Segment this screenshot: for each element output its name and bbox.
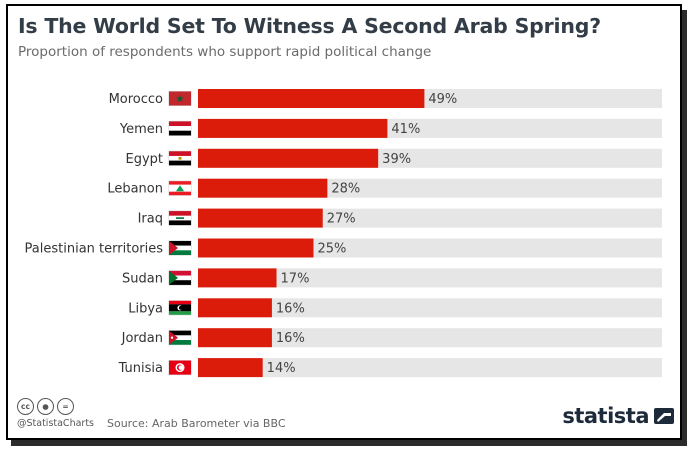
bar bbox=[198, 268, 277, 288]
category-label: Lebanon bbox=[107, 182, 163, 197]
jordan-flag-icon bbox=[168, 330, 192, 346]
flag-emblem bbox=[178, 156, 182, 160]
bar-row: Iraq 27% bbox=[138, 208, 662, 228]
flag-stripe bbox=[169, 275, 191, 281]
iraq-flag-icon bbox=[168, 210, 192, 226]
statista-handle[interactable]: @StatistaCharts bbox=[17, 418, 94, 429]
flag-stripe bbox=[169, 300, 191, 305]
value-label: 39% bbox=[382, 152, 411, 167]
flag-stripe bbox=[169, 181, 191, 185]
bar-row: Tunisia 14% bbox=[118, 358, 662, 378]
bar bbox=[198, 208, 323, 228]
flag-stripe bbox=[169, 311, 191, 315]
statista-logo[interactable]: statista bbox=[562, 404, 674, 428]
egypt-flag-icon bbox=[168, 150, 192, 166]
bar bbox=[198, 358, 263, 378]
bar-row: Yemen 41% bbox=[119, 118, 662, 138]
flag-field bbox=[169, 91, 191, 106]
statista-logo-icon bbox=[654, 408, 674, 424]
flag-stripe bbox=[169, 241, 191, 246]
flag-stripe bbox=[169, 211, 191, 216]
flag-stripe bbox=[169, 160, 191, 166]
palestine-flag-icon bbox=[168, 240, 192, 256]
bar-track bbox=[198, 238, 662, 258]
bar bbox=[198, 328, 272, 348]
bar-track bbox=[198, 328, 662, 348]
flag-triangle bbox=[169, 270, 178, 285]
bar bbox=[198, 178, 328, 198]
bar bbox=[198, 148, 379, 168]
license-block: cc ● = @StatistaCharts bbox=[17, 398, 94, 429]
flag-stripe bbox=[169, 335, 191, 341]
category-label: Tunisia bbox=[118, 361, 163, 376]
category-label: Yemen bbox=[119, 122, 163, 137]
flag-stripe bbox=[169, 270, 191, 276]
sudan-flag-icon bbox=[168, 270, 192, 286]
flag-star bbox=[170, 336, 174, 339]
flag-stripe bbox=[169, 121, 191, 127]
category-label: Palestinian territories bbox=[25, 242, 164, 257]
value-label: 14% bbox=[267, 361, 296, 376]
flag-stripe bbox=[169, 280, 191, 285]
value-label: 16% bbox=[276, 331, 305, 346]
cc-icon: cc bbox=[17, 398, 34, 415]
bar bbox=[198, 89, 425, 108]
flag-stripe bbox=[169, 151, 191, 156]
flag-stripe bbox=[169, 250, 191, 255]
category-label: Libya bbox=[128, 301, 163, 316]
value-label: 16% bbox=[276, 301, 305, 316]
flag-crescent-cut bbox=[178, 365, 184, 370]
category-label: Egypt bbox=[125, 152, 163, 167]
flag-triangle bbox=[169, 330, 178, 345]
chart-subtitle: Proportion of respondents who support ra… bbox=[18, 44, 432, 60]
nd-icon: = bbox=[57, 398, 74, 415]
bar-row: Libya 16% bbox=[128, 298, 662, 318]
bar-row: Palestinian territories 25% bbox=[25, 238, 662, 258]
value-label: 17% bbox=[281, 271, 310, 286]
bar-track bbox=[198, 298, 662, 318]
flag-stripe bbox=[169, 330, 191, 336]
value-label: 28% bbox=[331, 182, 360, 197]
value-label: 27% bbox=[327, 212, 356, 227]
libya-flag-icon bbox=[168, 300, 192, 316]
bar bbox=[198, 238, 314, 258]
source-note: Source: Arab Barometer via BBC bbox=[107, 417, 286, 430]
bar-row: Jordan 16% bbox=[121, 328, 662, 348]
bar-row: Lebanon 28% bbox=[107, 178, 662, 198]
brand-name: statista bbox=[562, 404, 649, 428]
tunisia-flag-icon bbox=[168, 360, 192, 376]
category-label: Jordan bbox=[121, 331, 163, 346]
flag-stripe bbox=[169, 220, 191, 226]
flag-stripe bbox=[169, 191, 191, 196]
value-label: 25% bbox=[318, 242, 347, 257]
flag-stripe bbox=[169, 245, 191, 251]
lebanon-flag-icon bbox=[168, 180, 192, 196]
bar-track bbox=[198, 358, 662, 378]
value-label: 41% bbox=[391, 122, 420, 137]
category-label: Sudan bbox=[122, 271, 163, 286]
flag-stripe bbox=[169, 340, 191, 345]
bar bbox=[198, 118, 388, 138]
value-label: 49% bbox=[428, 92, 457, 107]
category-label: Iraq bbox=[138, 212, 163, 227]
flag-star: ★ bbox=[176, 94, 185, 105]
bar-row: Morocco ★ 49% bbox=[109, 89, 662, 108]
bar-row: Sudan 17% bbox=[122, 268, 662, 288]
category-label: Morocco bbox=[109, 92, 163, 107]
yemen-flag-icon bbox=[168, 120, 192, 136]
by-icon: ● bbox=[37, 398, 54, 415]
bar-track bbox=[198, 268, 662, 288]
flag-emblem bbox=[176, 217, 184, 219]
flag-cedar bbox=[176, 185, 184, 192]
flag-triangle bbox=[169, 241, 178, 255]
flag-stripe bbox=[169, 130, 191, 136]
bar bbox=[198, 298, 272, 318]
chart-title: Is The World Set To Witness A Second Ara… bbox=[18, 14, 601, 38]
bar-row: Egypt 39% bbox=[125, 148, 662, 168]
flag-crescent-cut bbox=[178, 305, 184, 310]
morocco-flag-icon: ★ bbox=[168, 91, 192, 106]
flag-stripe bbox=[169, 126, 191, 131]
